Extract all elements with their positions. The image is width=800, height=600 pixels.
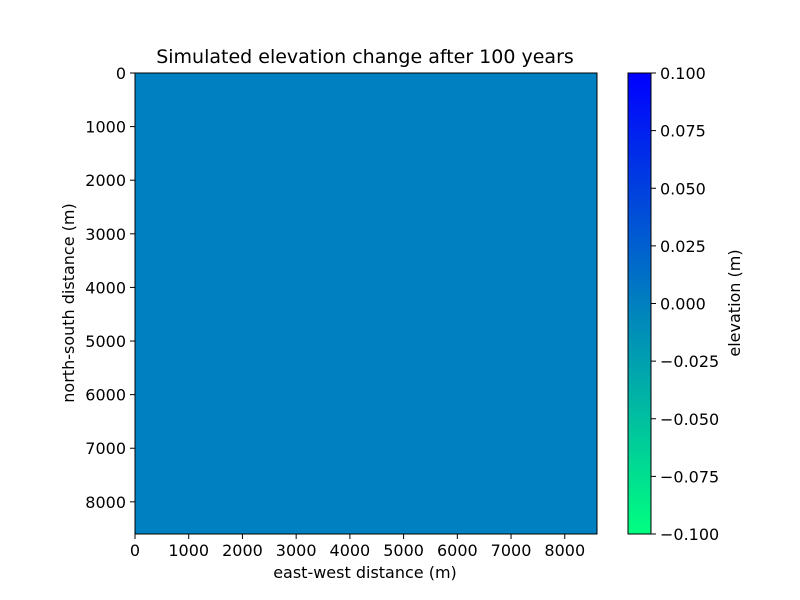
colorbar-tick-label: 0.000	[660, 295, 706, 314]
colorbar-tick-label: 0.025	[660, 237, 706, 256]
colorbar-tick-label: 0.050	[660, 179, 706, 198]
x-tick-label: 3000	[276, 541, 317, 560]
colorbar-tick-label: −0.025	[660, 352, 719, 371]
y-tick-label: 3000	[85, 225, 126, 244]
y-tick-label: 6000	[85, 386, 126, 405]
y-tick-label: 8000	[85, 493, 126, 512]
x-tick-label: 6000	[437, 541, 478, 560]
x-tick-label: 2000	[222, 541, 263, 560]
x-tick-label: 8000	[544, 541, 585, 560]
y-axis-label: north-south distance (m)	[59, 203, 78, 402]
y-axis-ticks: 0 1000 2000 3000 4000 5000 6000 7000 8000	[85, 64, 135, 512]
plot-frame	[134, 72, 598, 535]
chart-title: Simulated elevation change after 100 yea…	[156, 46, 574, 68]
y-tick-label: 4000	[85, 278, 126, 297]
heatmap-image	[135, 73, 597, 534]
colorbar-tick-label: −0.075	[660, 467, 719, 486]
colorbar	[628, 73, 651, 534]
x-tick-label: 4000	[330, 541, 371, 560]
y-tick-label: 5000	[85, 332, 126, 351]
x-tick-label: 1000	[168, 541, 209, 560]
y-tick-label: 7000	[85, 439, 126, 458]
y-tick-label: 2000	[85, 171, 126, 190]
colorbar-tick-label: 0.075	[660, 122, 706, 141]
colorbar-ticks: −0.100 −0.075 −0.050 −0.025 0.000 0.025 0.050 0…	[651, 64, 719, 544]
colorbar-tick-label: 0.100	[660, 64, 706, 83]
x-tick-label: 7000	[491, 541, 532, 560]
y-tick-label: 0	[116, 64, 126, 83]
x-axis-ticks: 0 1000 2000 3000 4000 5000 6000 7000 8000	[130, 534, 585, 560]
colorbar-tick-label: −0.100	[660, 525, 719, 544]
colorbar-tick-label: −0.050	[660, 410, 719, 429]
x-axis-label: east-west distance (m)	[273, 563, 457, 582]
x-tick-label: 5000	[383, 541, 424, 560]
colorbar-label: elevation (m)	[725, 249, 744, 356]
y-tick-label: 1000	[85, 118, 126, 137]
x-tick-label: 0	[130, 541, 140, 560]
